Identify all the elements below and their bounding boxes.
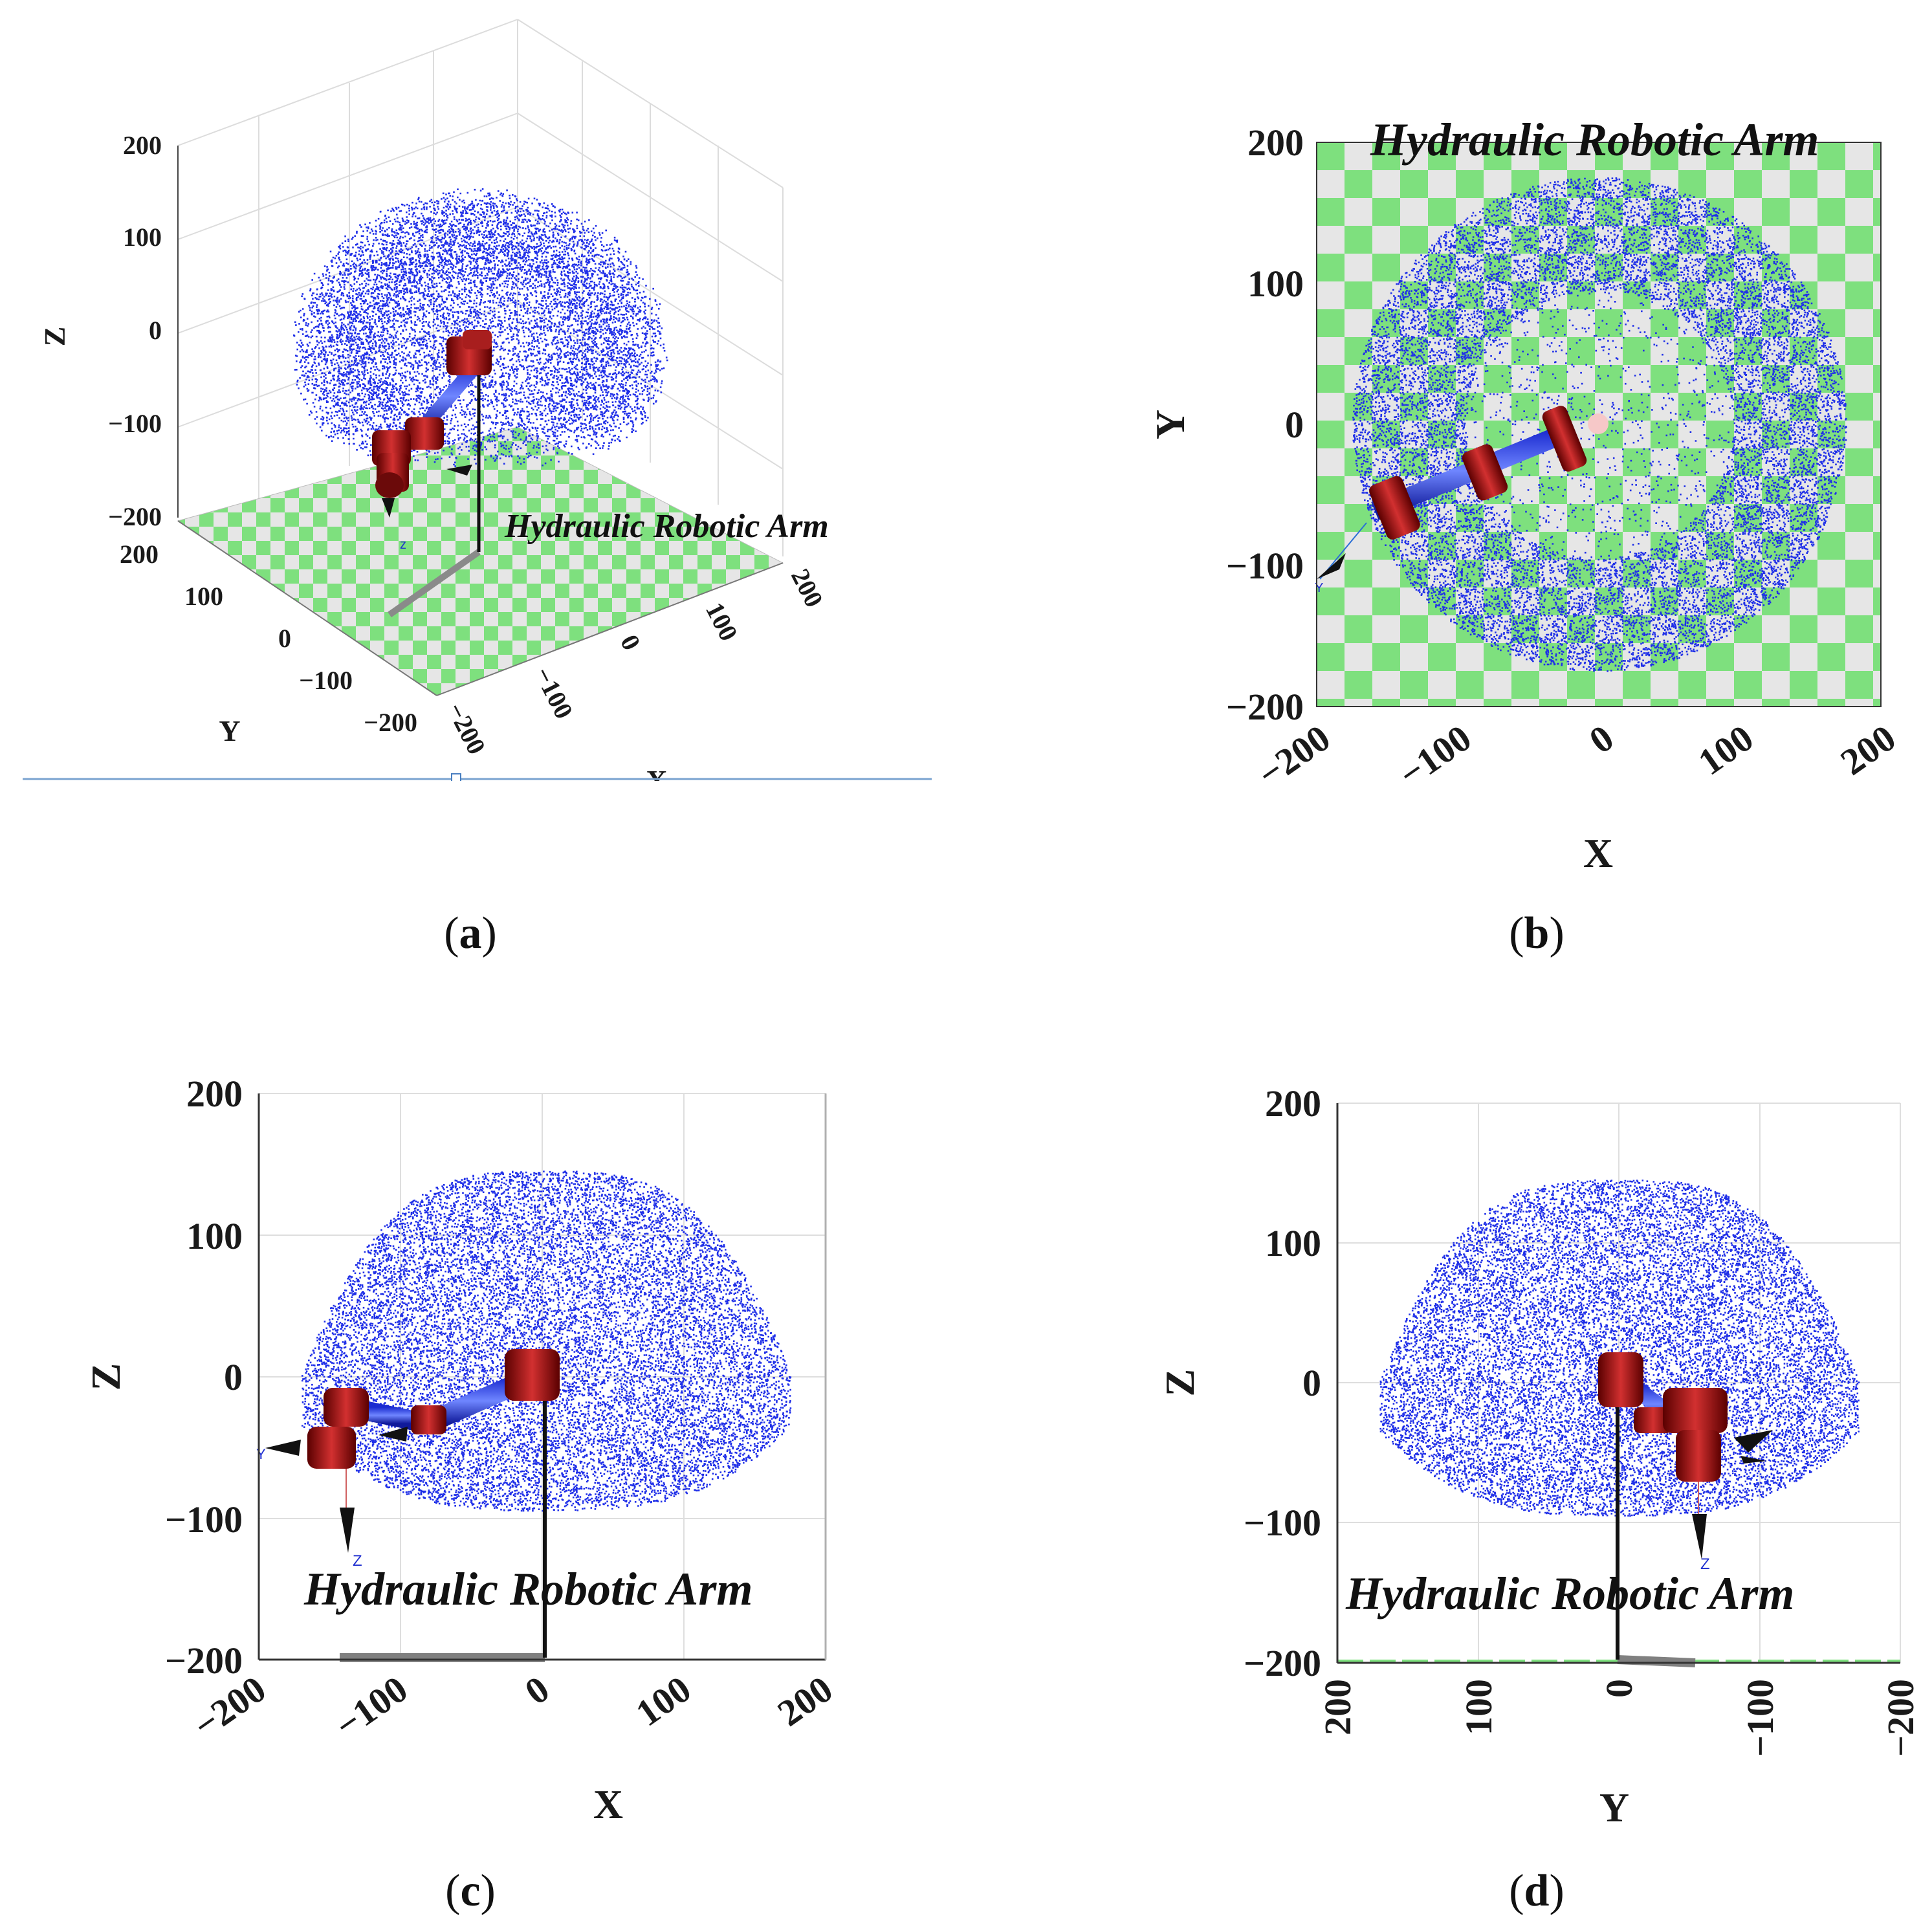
tick-label: −100 — [299, 666, 353, 695]
tick-label: 200 — [123, 131, 162, 160]
tick-label: 200 — [1833, 716, 1904, 783]
tick-label: 200 — [186, 1073, 243, 1115]
panel-c-x-label: X — [593, 1781, 623, 1827]
tick-label: 200 — [120, 540, 159, 569]
panel-b-robot-arm: Y — [1315, 406, 1608, 595]
panel-c-title: Hydraulic Robotic Arm — [303, 1563, 752, 1615]
panel-c-x-ticks: −200 −100 0 100 200 — [186, 1667, 840, 1746]
tick-label: 200 — [1317, 1679, 1359, 1735]
panel-c-z-label: Z — [83, 1363, 129, 1391]
tick-label: 100 — [700, 598, 743, 646]
panel-a-z-ticks: 200 100 0 −100 −200 — [108, 131, 162, 531]
panel-d-title: Hydraulic Robotic Arm — [1345, 1568, 1794, 1619]
tick-label: −200 — [1880, 1679, 1922, 1757]
tick-label: −200 — [108, 502, 162, 531]
tick-label: 100 — [1247, 263, 1304, 305]
tick-label: −200 — [1250, 716, 1338, 795]
panel-b-y-label: Y — [1147, 410, 1193, 439]
tick-label: −200 — [364, 708, 417, 737]
tick-label: −100 — [1244, 1502, 1321, 1544]
panel-d: Z 200 100 0 −100 −200 Z 200 100 0 −100 −… — [1157, 1082, 1922, 1830]
panel-d-workspace-points — [1379, 1179, 1860, 1517]
tick-label: 100 — [1691, 716, 1761, 783]
tick-label: −100 — [327, 1667, 415, 1746]
panel-c-robot-arm: Z Y — [256, 1349, 560, 1570]
panel-a-y-ticks: 200 100 0 −100 −200 — [120, 540, 417, 737]
tick-label: 0 — [1581, 716, 1621, 762]
panel-c-y-ticks: 200 100 0 −100 −200 — [165, 1073, 243, 1682]
tick-label: 200 — [1247, 122, 1304, 164]
svg-text:z: z — [400, 538, 406, 552]
tick-label: −200 — [441, 698, 492, 759]
caption-d: (d) — [1509, 1866, 1564, 1916]
panel-a-y-label: Y — [219, 714, 240, 747]
tick-label: 0 — [1598, 1679, 1640, 1698]
panel-a: z 200 100 0 −100 −200 Z 200 100 0 −100 −… — [0, 19, 945, 807]
tick-label: −100 — [165, 1498, 243, 1541]
scatter-points — [1379, 1179, 1860, 1517]
panel-b-title: Hydraulic Robotic Arm — [1370, 114, 1819, 166]
tick-label: −100 — [529, 663, 579, 723]
tick-label: 100 — [123, 223, 162, 252]
svg-text:Y: Y — [256, 1446, 266, 1462]
tick-label: −100 — [1391, 716, 1479, 795]
tick-label: 0 — [517, 1667, 556, 1713]
caption-a: (a) — [444, 908, 497, 958]
panel-d-y-ticks: 200 100 0 −100 −200 — [1244, 1082, 1321, 1684]
panel-d-robot-arm: Z — [1598, 1352, 1773, 1573]
panel-a-robot-arm: z — [372, 330, 492, 552]
tick-label: 0 — [149, 316, 162, 345]
panel-d-x-ticks: 200 100 0 −100 −200 — [1317, 1679, 1922, 1757]
tick-label: 0 — [615, 630, 646, 655]
panel-a-title: Hydraulic Robotic Arm — [504, 508, 829, 545]
tick-label: −100 — [1739, 1679, 1781, 1757]
panel-b-y-ticks: 200 100 0 −100 −200 — [1226, 122, 1304, 728]
tick-label: 100 — [184, 582, 223, 611]
svg-text:Z: Z — [353, 1552, 362, 1570]
panel-a-z-label: Z — [38, 327, 71, 347]
tick-label: 100 — [1458, 1679, 1500, 1735]
tick-label: 0 — [1302, 1362, 1321, 1404]
tick-label: 200 — [1265, 1082, 1321, 1125]
tick-label: 100 — [1265, 1222, 1321, 1264]
tick-label: 100 — [628, 1667, 699, 1734]
svg-text:Z: Z — [1700, 1555, 1710, 1573]
panel-b: Y 200 100 0 −100 −200 Y −200 −100 0 100 … — [1147, 114, 1903, 876]
panel-a-base — [388, 549, 481, 618]
caption-c: (c) — [445, 1866, 496, 1916]
tick-label: 0 — [224, 1356, 243, 1398]
tick-label: 200 — [785, 564, 829, 612]
panel-b-x-ticks: −200 −100 0 100 200 — [1250, 716, 1904, 795]
tick-label: −200 — [1244, 1642, 1321, 1684]
tick-label: 0 — [278, 624, 291, 653]
tick-label: 200 — [770, 1667, 840, 1734]
tick-label: −100 — [108, 409, 162, 438]
tick-label: −100 — [1226, 545, 1304, 587]
caption-b: (b) — [1509, 908, 1564, 958]
tick-label: 0 — [1285, 404, 1304, 446]
panel-d-z-label: Z — [1157, 1369, 1203, 1397]
panel-b-x-label: X — [1583, 830, 1613, 876]
captions: (a) (b) (c) (d) — [444, 908, 1564, 1916]
tick-label: −200 — [1226, 686, 1304, 728]
tick-label: −200 — [165, 1640, 243, 1682]
tick-label: 100 — [186, 1215, 243, 1257]
panel-c: Z Y 200 100 0 −100 −200 Z −200 −100 0 10… — [83, 1073, 840, 1827]
panel-d-y-label: Y — [1599, 1784, 1629, 1830]
